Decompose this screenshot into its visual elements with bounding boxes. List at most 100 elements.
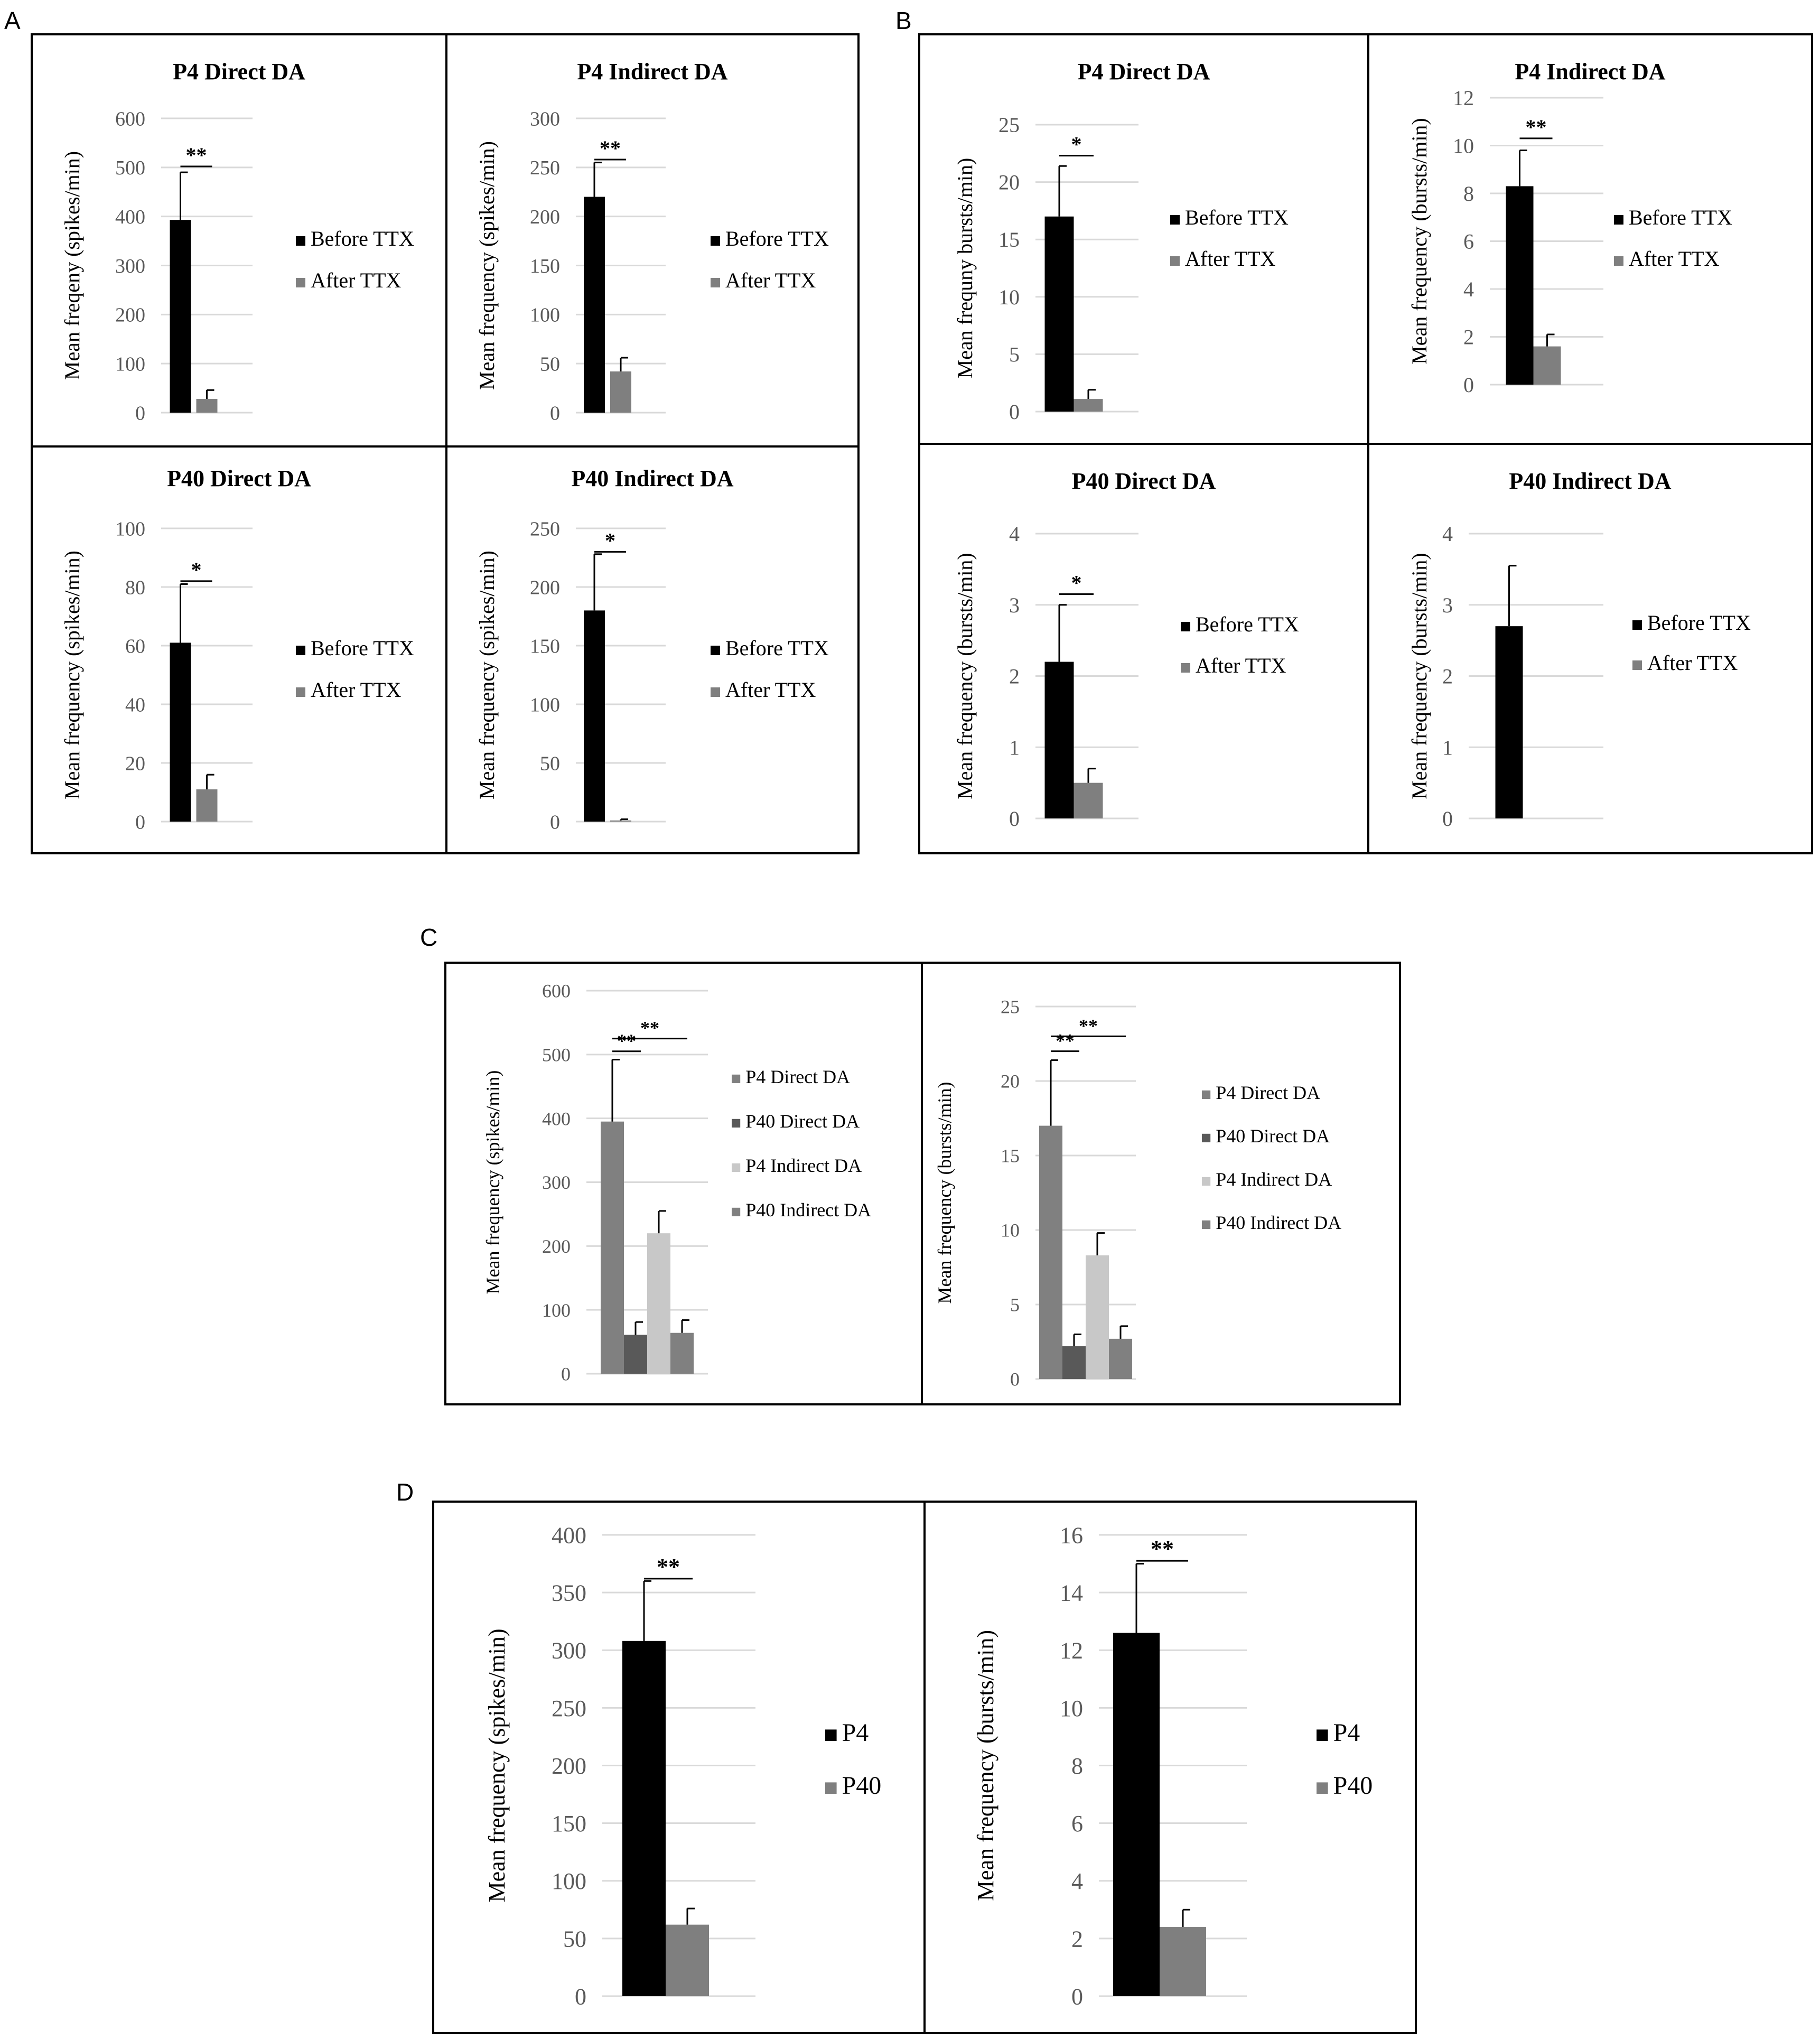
legend-label: P40 Direct DA bbox=[1216, 1125, 1330, 1147]
y-tick-label: 2 bbox=[1463, 325, 1474, 349]
legend-label: Before TTX bbox=[1196, 612, 1299, 636]
y-tick-label: 0 bbox=[135, 402, 145, 424]
panel-label-d: D bbox=[396, 1478, 414, 1506]
y-tick-label: 250 bbox=[552, 1696, 586, 1721]
legend-swatch bbox=[1317, 1782, 1328, 1794]
chart-title: P40 Direct DA bbox=[167, 465, 311, 491]
y-axis-label: Mean frequny bursts/min) bbox=[953, 158, 977, 379]
bar bbox=[1495, 626, 1523, 818]
bar bbox=[584, 197, 605, 413]
y-tick-label: 250 bbox=[530, 157, 560, 179]
y-tick-label: 3 bbox=[1009, 593, 1020, 617]
chart-title: P4 Indirect DA bbox=[577, 59, 727, 85]
y-tick-label: 200 bbox=[552, 1753, 586, 1779]
legend-label: P4 bbox=[1333, 1719, 1360, 1747]
y-tick-label: 15 bbox=[998, 228, 1020, 251]
y-tick-label: 10 bbox=[1001, 1220, 1020, 1241]
legend-label: P4 Direct DA bbox=[1216, 1082, 1320, 1103]
y-tick-label: 500 bbox=[542, 1044, 571, 1065]
y-tick-label: 5 bbox=[1010, 1294, 1020, 1316]
y-tick-label: 500 bbox=[115, 157, 145, 179]
y-axis-label: Mean frequency (spikes/min) bbox=[60, 551, 84, 799]
y-tick-label: 12 bbox=[1060, 1638, 1083, 1664]
y-tick-label: 0 bbox=[1009, 807, 1020, 831]
chart-title: P4 Indirect DA bbox=[1515, 59, 1665, 85]
legend-swatch bbox=[1170, 215, 1180, 225]
y-tick-label: 50 bbox=[563, 1926, 586, 1952]
bar bbox=[1506, 186, 1534, 385]
significance-label: ** bbox=[600, 136, 621, 160]
y-tick-label: 0 bbox=[575, 1983, 586, 2009]
y-tick-label: 5 bbox=[1009, 342, 1020, 366]
y-tick-label: 350 bbox=[552, 1580, 586, 1606]
legend-label: Before TTX bbox=[725, 227, 829, 250]
chart-b-6: 0 1 2 3 4 P40 Direct DA Mean frequency (bursts… bbox=[953, 468, 1299, 831]
y-tick-label: 40 bbox=[125, 694, 145, 716]
bar bbox=[1074, 399, 1103, 412]
y-tick-label: 100 bbox=[115, 353, 145, 375]
y-tick-label: 50 bbox=[540, 752, 560, 775]
y-tick-label: 25 bbox=[1001, 996, 1020, 1018]
chart-b-7: 0 1 2 3 4 P40 Indirect DA Mean frequency (burs… bbox=[1407, 468, 1751, 831]
bar bbox=[624, 1335, 647, 1374]
y-tick-label: 6 bbox=[1463, 230, 1474, 254]
y-tick-label: 0 bbox=[550, 811, 560, 833]
bar bbox=[1113, 1633, 1160, 1996]
chart-a-0: 0 100 200 300 400 500 600 P4 Direct DA Mean freq… bbox=[60, 59, 414, 424]
legend-swatch bbox=[825, 1782, 837, 1794]
panel-label-c: C bbox=[420, 924, 437, 951]
y-tick-label: 0 bbox=[1010, 1369, 1020, 1390]
legend-label: Before TTX bbox=[1647, 611, 1751, 635]
y-tick-label: 14 bbox=[1060, 1580, 1083, 1606]
bar bbox=[170, 220, 191, 413]
y-tick-label: 100 bbox=[530, 694, 560, 716]
significance-label: ** bbox=[640, 1018, 659, 1039]
legend-label: Before TTX bbox=[311, 636, 414, 660]
y-tick-label: 3 bbox=[1442, 593, 1453, 617]
y-tick-label: 300 bbox=[542, 1172, 571, 1193]
bar bbox=[1086, 1255, 1109, 1379]
legend-swatch bbox=[1202, 1177, 1211, 1186]
y-tick-label: 400 bbox=[552, 1522, 586, 1548]
legend-label: After TTX bbox=[725, 268, 816, 292]
y-tick-label: 100 bbox=[530, 304, 560, 327]
bar bbox=[622, 1641, 666, 1996]
legend-label: After TTX bbox=[1196, 654, 1286, 677]
y-tick-label: 4 bbox=[1442, 522, 1453, 546]
bar bbox=[610, 371, 631, 413]
y-tick-label: 150 bbox=[530, 635, 560, 657]
legend-swatch bbox=[1181, 663, 1190, 673]
chart-a-3: 0 50 100 150 200 250 P40 Indirect DA Mean frequ… bbox=[475, 465, 829, 833]
y-tick-label: 10 bbox=[1060, 1696, 1083, 1721]
y-tick-label: 200 bbox=[115, 304, 145, 327]
y-axis-label: Mean frequency (spikes/min) bbox=[475, 141, 499, 390]
y-tick-label: 150 bbox=[552, 1811, 586, 1837]
y-tick-label: 20 bbox=[998, 171, 1020, 194]
y-tick-label: 20 bbox=[125, 752, 145, 775]
y-tick-label: 12 bbox=[1453, 86, 1474, 110]
y-tick-label: 300 bbox=[530, 108, 560, 130]
legend-label: P4 Direct DA bbox=[745, 1066, 850, 1087]
y-tick-label: 8 bbox=[1071, 1753, 1083, 1779]
y-tick-label: 80 bbox=[125, 576, 145, 599]
panel-label-b: B bbox=[895, 7, 912, 34]
legend-label: After TTX bbox=[1185, 247, 1276, 271]
significance-label: ** bbox=[1151, 1536, 1174, 1562]
legend-label: After TTX bbox=[311, 678, 402, 702]
legend-label: P40 bbox=[1333, 1772, 1373, 1800]
y-tick-label: 2 bbox=[1071, 1926, 1083, 1952]
y-tick-label: 50 bbox=[540, 353, 560, 375]
y-axis-label: Mean frequency (bursts/min) bbox=[973, 1630, 998, 1901]
legend-label: P40 Indirect DA bbox=[1216, 1212, 1341, 1233]
y-tick-label: 2 bbox=[1442, 665, 1453, 688]
legend-label: P40 bbox=[842, 1772, 882, 1800]
bar bbox=[610, 820, 631, 822]
y-tick-label: 2 bbox=[1009, 665, 1020, 688]
bar bbox=[647, 1233, 670, 1374]
panel-label-a: A bbox=[4, 7, 21, 34]
legend-label: P40 Indirect DA bbox=[745, 1199, 871, 1221]
chart-b-5: 0 2 4 6 8 10 12 P4 Indirect DA Mean frequency (b… bbox=[1407, 59, 1732, 397]
y-tick-label: 60 bbox=[125, 635, 145, 657]
bar bbox=[601, 1121, 624, 1374]
y-tick-label: 16 bbox=[1060, 1522, 1083, 1548]
